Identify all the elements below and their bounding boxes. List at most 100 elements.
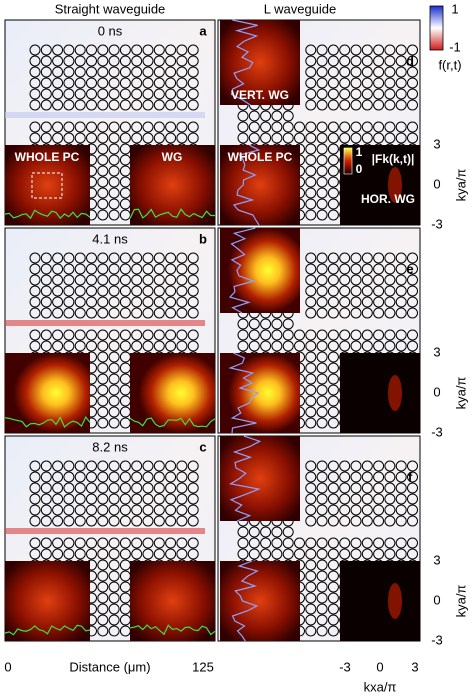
hole [52,493,64,505]
hole [373,515,385,527]
hole [40,274,52,286]
hole [52,252,64,264]
hole [327,121,339,133]
hole [176,274,188,286]
hole [142,263,154,275]
hole [373,329,385,341]
hole [361,329,373,341]
hole [97,55,109,67]
fourier-spot [388,375,402,411]
hole [74,99,86,111]
hole [108,154,120,166]
hole [373,548,385,560]
hole [316,581,328,593]
hole [350,55,362,67]
hole [327,570,339,582]
hole [108,614,120,626]
hole [176,252,188,264]
hole [119,296,131,308]
hole [52,77,64,89]
hole [316,154,328,166]
hole [384,482,396,494]
hole [176,548,188,560]
hole [86,55,97,67]
hole [74,340,86,352]
hole [63,252,75,264]
hole [327,603,339,615]
hole [260,110,272,122]
hole [131,460,143,472]
hole [40,285,52,297]
hole [142,88,154,100]
hole [327,614,339,626]
hole [153,537,165,549]
hole [327,471,339,483]
hole [142,285,154,297]
hole [131,77,143,89]
hole [108,143,120,155]
hole [86,548,97,560]
hole [108,274,120,286]
hole [384,132,396,144]
hole [187,274,199,286]
hole [63,537,75,549]
hole [316,559,328,571]
hole [63,548,75,560]
spectrum-line [228,227,256,314]
hole [339,482,351,494]
hole [97,537,109,549]
hole [187,44,199,56]
ky-tick-label: -3 [431,216,443,231]
hole [339,493,351,505]
hole [142,66,154,78]
fourier-map [220,20,300,105]
hole [260,121,272,133]
hole [407,132,418,144]
hole [40,537,52,549]
hole [108,603,120,615]
hole [97,44,109,56]
hole [361,55,373,67]
hole [327,77,339,89]
fourier-spot [388,167,402,203]
hole [119,548,131,560]
fourier-map [220,353,300,433]
spectrum-line [4,624,91,636]
hole [316,198,328,210]
hole [327,351,339,363]
hole [187,263,199,275]
hole [153,340,165,352]
hole [395,285,407,297]
hole [407,263,418,275]
hole [339,132,351,144]
hole [327,417,339,429]
hole [40,482,52,494]
hole [339,88,351,100]
hole [282,110,294,122]
hole [165,482,177,494]
hole [176,66,188,78]
time-label: 0 ns [98,23,123,38]
hole [305,592,317,604]
hole [176,329,188,341]
hole [350,340,362,352]
hole [29,274,41,286]
hole [260,329,272,341]
hole [108,329,120,341]
hole [142,515,154,527]
hole [248,132,260,144]
hole [248,526,260,538]
hole [131,329,143,341]
hole [29,285,41,297]
hole [327,625,339,637]
hole [119,88,131,100]
hole [40,504,52,516]
hole [40,329,52,341]
hole [108,362,120,374]
hole [316,99,328,111]
hole [142,55,154,67]
hole [165,121,177,133]
kx-axis-label: kxa/π [364,679,397,694]
hole [350,263,362,275]
hole [97,77,109,89]
